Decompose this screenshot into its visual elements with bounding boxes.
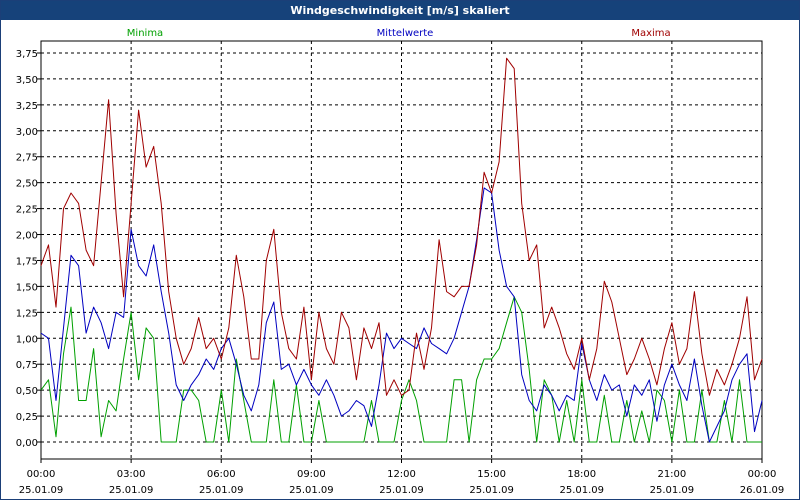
y-tick-label: 0,25 xyxy=(16,412,38,423)
x-tick-time: 03:00 xyxy=(117,469,146,480)
window-title: Windgeschwindigkeit [m/s] skaliert xyxy=(1,1,799,20)
series-line-minima xyxy=(40,296,762,443)
x-tick-date: 25.01.09 xyxy=(469,485,514,496)
x-tick-date: 25.01.09 xyxy=(109,485,154,496)
y-tick-label: 2,25 xyxy=(16,205,38,216)
x-tick-time: 00:00 xyxy=(27,469,56,480)
x-tick-date: 25.01.09 xyxy=(289,485,334,496)
x-tick-time: 12:00 xyxy=(387,469,416,480)
y-tick-label: 0,75 xyxy=(16,360,38,371)
series-line-mittelwerte xyxy=(40,187,763,443)
y-tick-label: 1,00 xyxy=(16,334,38,345)
x-tick-time: 21:00 xyxy=(657,469,686,480)
y-tick-label: 2,00 xyxy=(16,231,38,242)
x-tick-time: 15:00 xyxy=(477,469,506,480)
grid xyxy=(41,41,762,459)
series-line-maxima xyxy=(40,57,763,396)
y-tick-label: 3,25 xyxy=(16,101,38,112)
legend-mittelwerte: Mittelwerte xyxy=(377,28,434,39)
x-axis: 00:00 25.01.09 03:00 25.01.09 06:00 25.01.09 0… xyxy=(19,459,785,496)
y-tick-label: 3,00 xyxy=(16,127,38,138)
x-tick-time: 00:00 xyxy=(748,469,777,480)
x-tick-date: 25.01.09 xyxy=(199,485,244,496)
y-tick-label: 0,50 xyxy=(16,386,38,397)
y-tick-label: 1,75 xyxy=(16,256,38,267)
y-axis: 0,00 0,25 0,50 0,75 1,00 1,25 1,50 1,75 2,00 2,25… xyxy=(16,49,41,449)
x-tick-time: 06:00 xyxy=(207,469,236,480)
y-tick-label: 2,50 xyxy=(16,179,38,190)
x-tick-date: 26.01.09 xyxy=(740,485,785,496)
y-tick-label: 1,25 xyxy=(16,308,38,319)
x-tick-date: 25.01.09 xyxy=(19,485,64,496)
y-tick-label: 3,75 xyxy=(16,49,38,60)
y-tick-label: 0,00 xyxy=(16,438,38,449)
x-tick-date: 25.01.09 xyxy=(379,485,424,496)
x-tick-time: 09:00 xyxy=(297,469,326,480)
x-tick-time: 18:00 xyxy=(567,469,596,480)
series-group xyxy=(40,57,763,443)
y-tick-label: 1,50 xyxy=(16,282,38,293)
x-tick-date: 25.01.09 xyxy=(650,485,695,496)
legend-maxima: Maxima xyxy=(631,28,670,39)
legend-minima: Minima xyxy=(127,28,163,39)
y-tick-label: 2,75 xyxy=(16,153,38,164)
y-tick-label: 3,50 xyxy=(16,75,38,86)
legend: Minima Mittelwerte Maxima xyxy=(127,28,671,39)
x-tick-date: 25.01.09 xyxy=(559,485,604,496)
